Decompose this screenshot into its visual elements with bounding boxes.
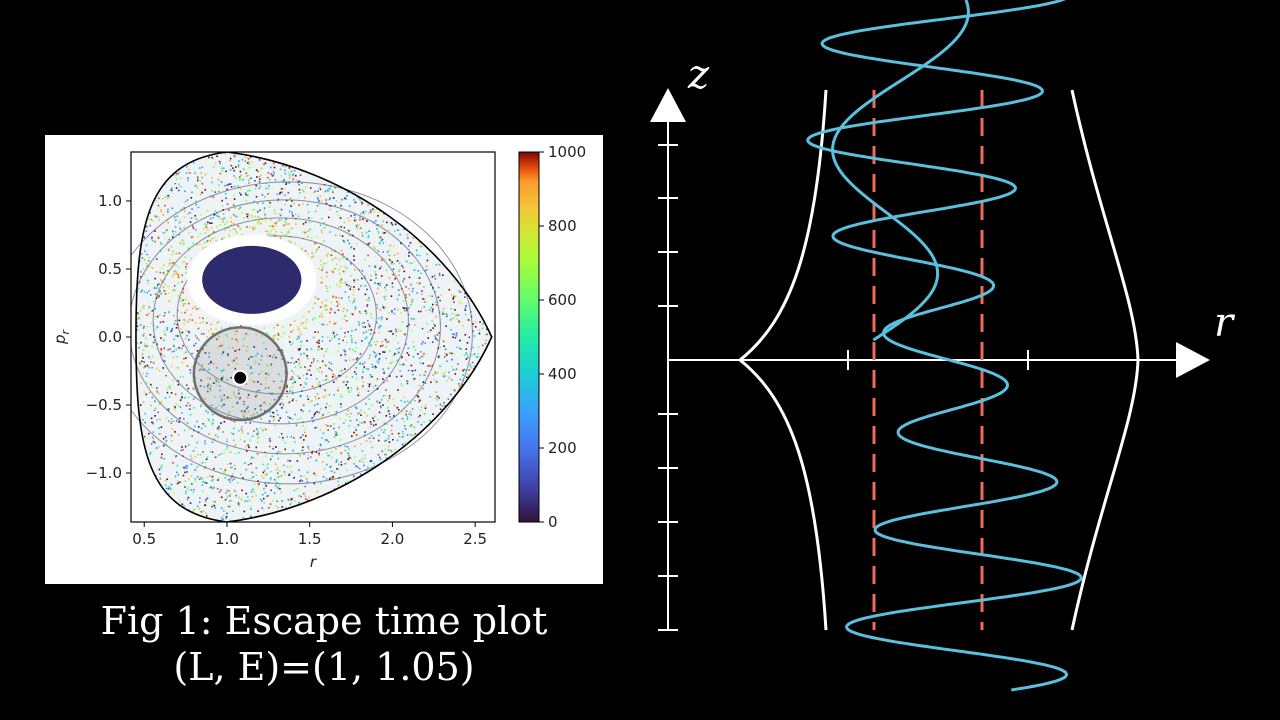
r-axis-arrow: [1176, 342, 1210, 378]
y-tick-label: −1.0: [86, 464, 122, 482]
r-axis-letter: r: [1214, 300, 1236, 346]
energy-boundary: [135, 152, 493, 522]
colorbar-tick-label: 600: [548, 291, 577, 309]
colorbar-tick-label: 200: [548, 439, 577, 457]
z-axis-letter: z: [687, 52, 710, 98]
y-axis-label: pr: [51, 329, 72, 346]
trajectory-segment: [831, 0, 970, 342]
initial-condition-point: [232, 369, 249, 386]
colorbar-tick-label: 400: [548, 365, 577, 383]
x-tick-label: 2.5: [463, 530, 487, 548]
x-tick-label: 1.5: [298, 530, 322, 548]
trajectory-diagram: z r: [650, 0, 1236, 692]
outer-boundary-curve: [1070, 89, 1140, 631]
y-tick-label: 1.0: [98, 192, 122, 210]
x-axis-label: r: [310, 553, 317, 571]
y-tick-label: −0.5: [86, 396, 122, 414]
figure-caption: Fig 1: Escape time plot (L, E)=(1, 1.05): [45, 598, 603, 690]
stable-island: [202, 245, 302, 314]
y-tick-label: 0.0: [98, 328, 122, 346]
inner-boundary-curve: [737, 89, 828, 631]
kam-ring: [176, 235, 377, 395]
x-tick-label: 1.0: [215, 530, 239, 548]
escape-time-plot: 0.5 1.0 1.5 2.0 2.5 1.0 0.5 0.0 −0.5 −1.0 r pr 0 2…: [51, 143, 586, 571]
kam-ring: [152, 217, 409, 425]
y-tick-label: 0.5: [98, 260, 122, 278]
z-axis-arrow: [650, 88, 686, 122]
kam-ring: [131, 181, 473, 485]
caption-line-1: Fig 1: Escape time plot: [100, 599, 548, 643]
colorbar-tick-label: 800: [548, 217, 577, 235]
escape-time-figure: 0.5 1.0 1.5 2.0 2.5 1.0 0.5 0.0 −0.5 −1.0 r pr 0 2…: [45, 135, 603, 584]
x-tick-label: 2.0: [380, 530, 404, 548]
colorbar: [518, 151, 540, 523]
caption-line-2: (L, E)=(1, 1.05): [173, 645, 475, 689]
colorbar-tick-label: 1000: [548, 143, 586, 161]
colorbar-tick-label: 0: [548, 513, 558, 531]
particle-trajectory: [806, 0, 1083, 692]
x-tick-label: 0.5: [132, 530, 156, 548]
kam-ring: [131, 199, 441, 455]
